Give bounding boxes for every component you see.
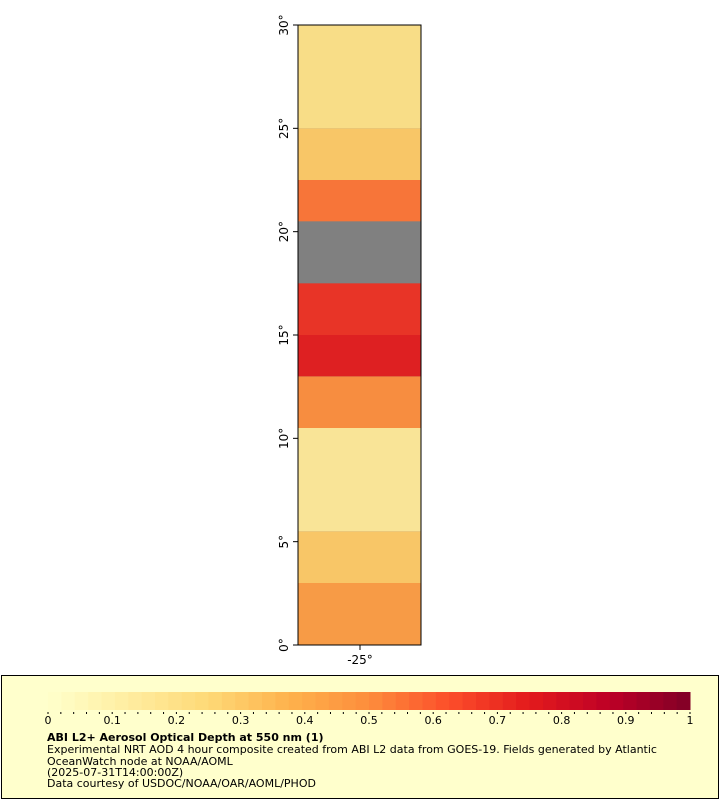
colorbar-cell xyxy=(609,692,624,710)
colorbar-cell xyxy=(395,692,410,710)
aod-band xyxy=(298,531,421,583)
colorbar-cell xyxy=(328,692,343,710)
colorbar-cell xyxy=(302,692,316,710)
colorbar-cell xyxy=(355,692,370,710)
colorbar-cell xyxy=(128,692,143,710)
colorbar-cell xyxy=(48,692,62,710)
colorbar-cell xyxy=(489,692,504,710)
colorbar-tick-label: 0.2 xyxy=(168,714,186,727)
colorbar-cell xyxy=(435,692,450,710)
colorbar-cell xyxy=(623,692,637,710)
colorbar-cell xyxy=(88,692,102,710)
aod-band xyxy=(298,128,421,180)
colorbar-cell xyxy=(462,692,477,710)
colorbar-cell xyxy=(422,692,437,710)
latitude-axis: 0° 5° 10° 15° 20° 25° 30° xyxy=(277,14,298,652)
colorbar-tick-label: 0.5 xyxy=(360,714,378,727)
colorbar-cell xyxy=(516,692,530,710)
aod-band xyxy=(298,283,421,335)
colorbar-cell xyxy=(369,692,383,710)
colorbar-cell xyxy=(569,692,584,710)
colorbar-cell xyxy=(529,692,544,710)
colorbar-scale xyxy=(48,692,691,710)
colorbar-tick-label: 0.3 xyxy=(232,714,250,727)
aod-band xyxy=(298,583,421,645)
aod-map: 0° 5° 10° 15° 20° 25° 30° -25° xyxy=(277,14,422,667)
colorbar-cell xyxy=(502,692,517,710)
lat-tick-label: 25° xyxy=(277,118,291,139)
colorbar-cell xyxy=(382,692,397,710)
colorbar-cell xyxy=(636,692,651,710)
colorbar-cell xyxy=(181,692,196,710)
colorbar-tick-label: 0.6 xyxy=(424,714,442,727)
colorbar-cell xyxy=(61,692,76,710)
colorbar-tick-label: 1 xyxy=(687,714,694,727)
colorbar-ticks: 0 0.1 0.2 0.3 0.4 0.5 0.6 0.7 0.8 0.9 1 xyxy=(45,712,694,727)
colorbar-cell xyxy=(663,692,678,710)
colorbar-cell xyxy=(596,692,611,710)
colorbar-cell xyxy=(74,692,89,710)
colorbar-cell xyxy=(114,692,129,710)
colorbar-cell xyxy=(449,692,464,710)
colorbar-cell xyxy=(542,692,557,710)
lat-tick-label: 0° xyxy=(277,638,291,652)
lat-tick-label: 15° xyxy=(277,324,291,345)
colorbar-cell xyxy=(342,692,357,710)
colorbar-cell xyxy=(101,692,116,710)
longitude-axis: -25° xyxy=(347,645,373,667)
colorbar-cell xyxy=(315,692,330,710)
colorbar-tick-label: 0.8 xyxy=(553,714,571,727)
legend-description: Experimental NRT AOD 4 hour composite cr… xyxy=(47,743,657,756)
lat-tick-label: 5° xyxy=(277,535,291,549)
legend-panel: 0 0.1 0.2 0.3 0.4 0.5 0.6 0.7 0.8 0.9 1 xyxy=(1,675,719,799)
colorbar-cell xyxy=(649,692,664,710)
lat-tick-label: 10° xyxy=(277,428,291,449)
colorbar-cell xyxy=(556,692,571,710)
colorbar-cell xyxy=(248,692,263,710)
aod-band xyxy=(298,335,421,377)
colorbar-cell xyxy=(409,692,423,710)
colorbar-cell xyxy=(141,692,156,710)
colorbar: 0 0.1 0.2 0.3 0.4 0.5 0.6 0.7 0.8 0.9 1 xyxy=(45,692,694,727)
lat-tick-label: 20° xyxy=(277,221,291,242)
colorbar-cell xyxy=(676,692,691,710)
aod-band xyxy=(298,428,421,532)
colorbar-tick-label: 0.7 xyxy=(489,714,507,727)
legend-description-continued: OceanWatch node at NOAA/AOML xyxy=(47,755,233,768)
colorbar-tick-label: 0.4 xyxy=(296,714,314,727)
colorbar-cell xyxy=(288,692,303,710)
colorbar-cell xyxy=(476,692,490,710)
aod-field xyxy=(298,25,421,645)
aod-band xyxy=(298,180,421,222)
legend-credit: Data courtesy of USDOC/NOAA/OAR/AOML/PHO… xyxy=(47,777,316,790)
colorbar-cell xyxy=(583,692,597,710)
colorbar-tick-label: 0.9 xyxy=(617,714,635,727)
colorbar-cell xyxy=(262,692,276,710)
aod-band xyxy=(298,376,421,428)
colorbar-cell xyxy=(168,692,183,710)
colorbar-cell xyxy=(221,692,236,710)
lon-tick-label: -25° xyxy=(347,653,373,667)
colorbar-cell xyxy=(155,692,169,710)
colorbar-cell xyxy=(195,692,209,710)
lat-tick-label: 30° xyxy=(277,14,291,35)
legend-timestamp: (2025-07-31T14:00:00Z) xyxy=(47,766,184,779)
colorbar-cell xyxy=(275,692,290,710)
colorbar-tick-label: 0.1 xyxy=(103,714,121,727)
colorbar-tick-label: 0 xyxy=(45,714,52,727)
colorbar-cell xyxy=(208,692,223,710)
aod-band xyxy=(298,25,421,129)
legend-title: ABI L2+ Aerosol Optical Depth at 550 nm … xyxy=(47,731,324,744)
colorbar-cell xyxy=(235,692,250,710)
